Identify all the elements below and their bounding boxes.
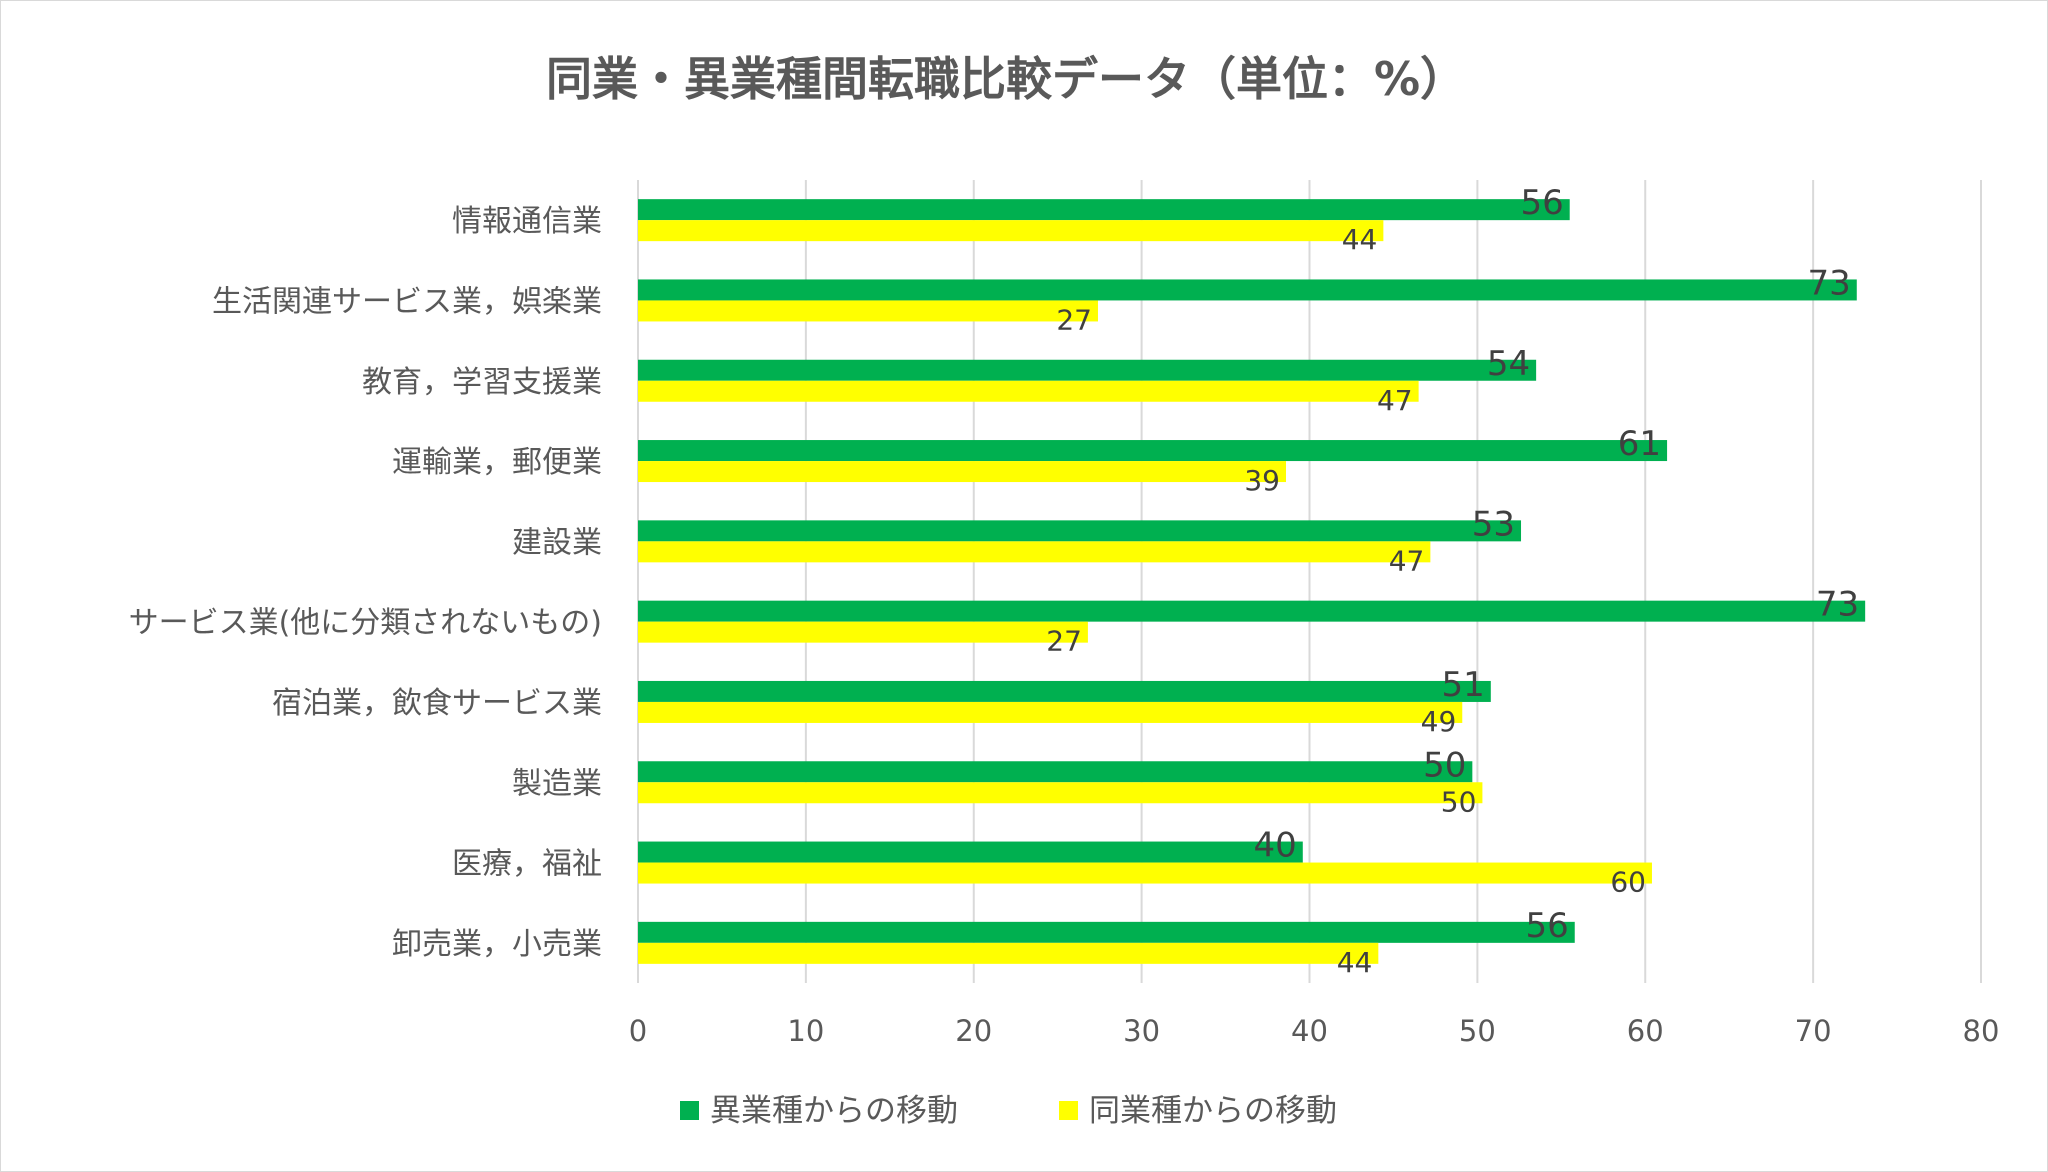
data-label: 56	[1520, 183, 1563, 223]
bar-same-industry	[638, 942, 1379, 964]
data-label: 50	[1441, 785, 1477, 818]
data-label: 39	[1244, 464, 1280, 497]
data-label: 60	[1610, 866, 1646, 899]
x-tick-label: 50	[1459, 1014, 1496, 1048]
data-label: 61	[1618, 424, 1661, 464]
data-label: 27	[1046, 625, 1082, 658]
category-labels: 情報通信業生活関連サービス業，娯楽業教育，学習支援業運輸業，郵便業建設業サービス…	[129, 204, 602, 962]
x-axis-tick-labels: 0 10 20 30 40 50 60 70 80	[629, 1014, 2000, 1048]
category-label: 教育，学習支援業	[362, 365, 602, 400]
data-label: 40	[1254, 826, 1297, 866]
x-tick-label: 30	[1123, 1014, 1160, 1048]
bar-same-industry	[638, 782, 1483, 804]
bar-same-industry	[638, 862, 1652, 884]
data-label: 47	[1377, 384, 1413, 417]
legend-label: 同業種からの移動	[1089, 1093, 1337, 1129]
data-label: 44	[1342, 223, 1378, 256]
bar-other-industry	[638, 520, 1522, 542]
x-tick-label: 0	[629, 1014, 647, 1048]
bar-same-industry	[638, 541, 1431, 563]
x-tick-label: 60	[1627, 1014, 1664, 1048]
x-tick-label: 80	[1963, 1014, 2000, 1048]
bars	[638, 199, 1866, 964]
bar-other-industry	[638, 680, 1491, 702]
category-label: 生活関連サービス業，娯楽業	[212, 284, 602, 319]
bar-other-industry	[638, 921, 1575, 943]
data-label: 73	[1816, 585, 1859, 625]
legend: 異業種からの移動 同業種からの移動	[680, 1093, 1337, 1129]
bar-other-industry	[638, 600, 1866, 622]
category-label: サービス業(他に分類されないもの)	[129, 606, 602, 641]
data-label: 51	[1442, 665, 1485, 705]
bar-other-industry	[638, 761, 1473, 783]
bar-other-industry	[638, 359, 1537, 381]
data-label: 54	[1487, 344, 1530, 384]
legend-swatch	[680, 1101, 699, 1120]
data-label: 47	[1389, 544, 1425, 577]
x-tick-label: 20	[955, 1014, 992, 1048]
data-label: 49	[1421, 705, 1457, 738]
bar-same-industry	[638, 701, 1463, 723]
category-label: 医療，福祉	[452, 847, 602, 882]
category-label: 建設業	[512, 525, 602, 560]
data-label: 73	[1808, 263, 1851, 303]
chart-title: 同業・異業種間転職比較データ（単位：%）	[546, 52, 1466, 106]
x-tick-label: 70	[1795, 1014, 1832, 1048]
category-label: 運輸業，郵便業	[392, 445, 602, 480]
bar-same-industry	[638, 621, 1088, 643]
data-label: 50	[1423, 745, 1466, 785]
category-label: 情報通信業	[452, 204, 602, 239]
data-label: 56	[1525, 906, 1568, 946]
legend-label: 異業種からの移動	[710, 1093, 958, 1129]
data-label: 53	[1472, 504, 1515, 544]
bar-other-industry	[638, 199, 1570, 221]
category-label: 製造業	[512, 766, 602, 801]
data-label: 44	[1337, 946, 1373, 979]
x-tick-label: 10	[787, 1014, 824, 1048]
category-label: 卸売業，小売業	[392, 927, 602, 962]
bar-other-industry	[638, 440, 1668, 462]
bar-other-industry	[638, 279, 1857, 301]
legend-swatch	[1059, 1101, 1078, 1120]
bar-same-industry	[638, 461, 1286, 483]
category-label: 宿泊業，飲食サービス業	[272, 686, 602, 721]
bar-same-industry	[638, 220, 1384, 242]
bar-same-industry	[638, 380, 1419, 402]
data-label: 27	[1056, 303, 1092, 336]
bar-other-industry	[638, 841, 1303, 863]
x-tick-label: 40	[1291, 1014, 1328, 1048]
bar-same-industry	[638, 300, 1098, 322]
